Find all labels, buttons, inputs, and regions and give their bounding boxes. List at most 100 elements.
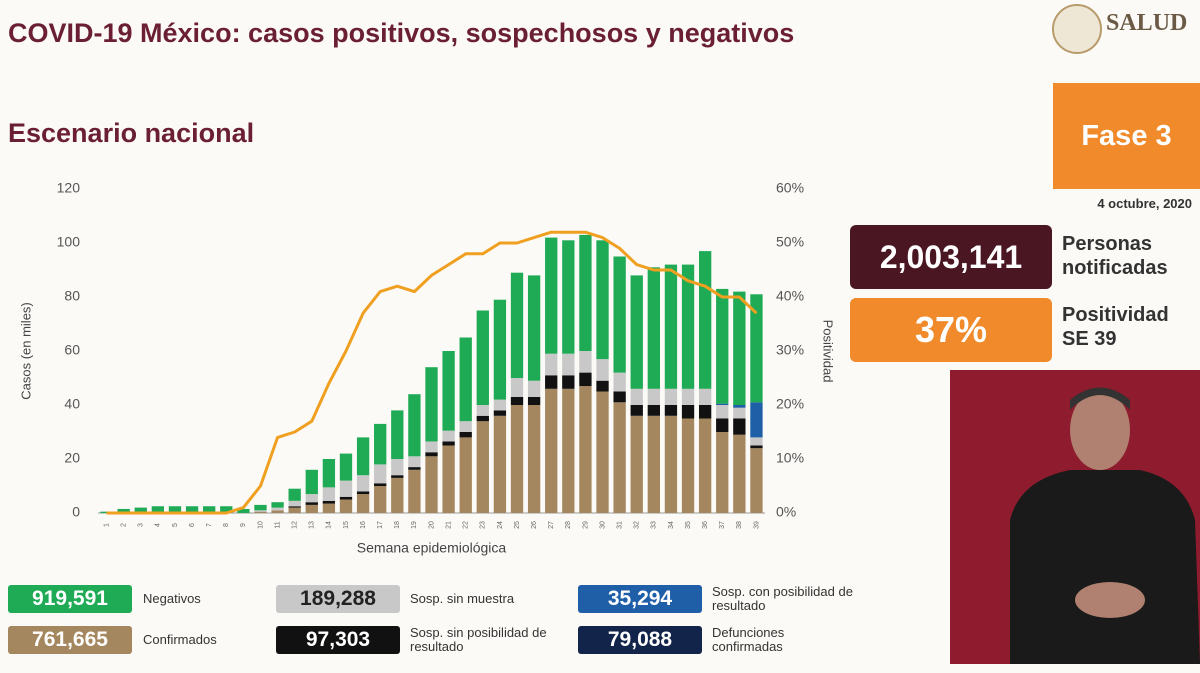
bar-segment <box>408 469 421 513</box>
positivity-value: 37% <box>850 298 1052 362</box>
x-axis-label: Semana epidemiológica <box>357 540 507 556</box>
bar-segment <box>459 437 472 513</box>
x-tick-label: 9 <box>240 523 247 527</box>
x-tick-label: 26 <box>531 521 538 529</box>
bar-segment <box>425 441 438 453</box>
x-tick-label: 21 <box>445 521 452 529</box>
bar-segment <box>562 375 575 389</box>
x-tick-label: 30 <box>599 521 606 529</box>
bar-segment <box>681 418 695 513</box>
bar-segment <box>698 251 712 389</box>
bar-segment <box>339 453 353 481</box>
y2-tick-label: 0% <box>776 504 796 520</box>
y-tick-label: 20 <box>64 450 80 466</box>
bar-segment <box>151 506 165 513</box>
notified-value: 2,003,141 <box>850 225 1052 289</box>
bar-segment <box>647 267 660 389</box>
bar-segment <box>339 499 353 513</box>
bar-segment <box>545 388 558 513</box>
bar-segment <box>493 410 507 416</box>
bar-segment <box>391 477 404 513</box>
bar-segment <box>476 310 489 405</box>
x-tick-label: 13 <box>309 521 316 529</box>
title: COVID-19 México: casos positivos, sospec… <box>8 18 795 48</box>
bar-segment <box>527 405 541 513</box>
bar-segment <box>681 264 695 389</box>
x-tick-label: 16 <box>360 521 367 529</box>
bar-segment <box>408 467 421 470</box>
x-tick-label: 12 <box>292 521 299 529</box>
bar-segment <box>596 240 609 360</box>
bar-segment <box>733 418 746 435</box>
bar-segment <box>733 291 746 405</box>
bar-segment <box>733 405 746 408</box>
bar-segment <box>562 353 575 376</box>
person-hands <box>1075 582 1145 618</box>
x-tick-label: 33 <box>651 521 658 529</box>
bar-segment <box>408 456 421 468</box>
x-tick-label: 24 <box>497 521 504 529</box>
bar-segment <box>664 388 678 405</box>
x-tick-label: 31 <box>616 521 623 529</box>
x-tick-label: 38 <box>736 521 743 529</box>
bar-segment <box>254 511 267 513</box>
x-tick-label: 20 <box>428 521 435 529</box>
x-tick-label: 7 <box>206 523 213 527</box>
bar-segment <box>664 405 678 416</box>
y-axis-label: Casos (en miles) <box>18 302 33 400</box>
bar-segment <box>493 299 507 400</box>
bar-segment <box>630 388 643 405</box>
x-tick-label: 10 <box>257 521 264 529</box>
notified-label: Personas notificadas <box>1062 233 1168 279</box>
y-tick-label: 0 <box>72 504 80 520</box>
interpreter-video <box>950 370 1200 664</box>
bar-segment <box>545 375 558 389</box>
bar-segment <box>664 415 678 513</box>
bar-segment <box>356 437 370 476</box>
bar-segment <box>750 294 763 403</box>
bar-segment <box>493 415 507 513</box>
x-tick-label: 15 <box>343 521 350 529</box>
bar-segment <box>613 391 626 403</box>
bar-segment <box>596 380 609 392</box>
bar-segment <box>288 506 301 508</box>
y-tick-label: 60 <box>64 342 80 358</box>
legend-label: Negativos <box>143 591 201 606</box>
bar-segment <box>185 506 199 513</box>
bar-segment <box>117 508 130 513</box>
bar-segment <box>579 234 592 351</box>
bar-segment <box>168 506 182 513</box>
legend-label: Sosp. sin posibilidad de resultado <box>410 625 547 654</box>
bar-segment <box>647 388 660 405</box>
bar-segment <box>391 410 404 459</box>
person-body <box>1010 470 1200 664</box>
bar-segment <box>579 386 592 513</box>
y2-tick-label: 10% <box>776 450 804 466</box>
bar-segment <box>442 430 455 442</box>
x-tick-label: 8 <box>223 523 230 527</box>
x-tick-label: 23 <box>480 521 487 529</box>
bar-segment <box>374 483 387 486</box>
x-tick-label: 27 <box>548 521 555 529</box>
bar-segment <box>442 351 455 431</box>
bar-segment <box>271 510 284 513</box>
bar-segment <box>596 359 609 381</box>
bar-segment <box>459 337 472 422</box>
x-tick-label: 22 <box>463 521 470 529</box>
bar-segment <box>579 372 592 387</box>
x-tick-label: 6 <box>189 523 196 527</box>
y-tick-label: 120 <box>57 180 81 196</box>
bar-segment <box>510 378 524 397</box>
bar-segment <box>510 396 524 405</box>
legend-total: 189,288 <box>276 585 400 613</box>
x-tick-label: 39 <box>753 521 760 529</box>
y-tick-label: 40 <box>64 396 80 412</box>
bar-segment <box>476 415 489 422</box>
x-tick-label: 1 <box>103 523 110 527</box>
y2-tick-label: 30% <box>776 342 804 358</box>
logo-emblem <box>1052 4 1102 54</box>
bar-segment <box>339 496 353 500</box>
bar-segment <box>322 459 336 488</box>
bar-segment <box>681 405 695 419</box>
x-tick-label: 4 <box>155 523 162 527</box>
